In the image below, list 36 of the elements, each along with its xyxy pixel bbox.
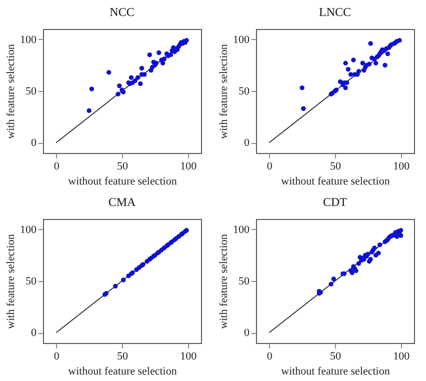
x-tick-label: 0	[54, 160, 60, 172]
chart-title: CMA	[108, 195, 136, 209]
x-tick-label: 100	[393, 350, 410, 362]
chart-title: LNCC	[318, 5, 352, 19]
x-tick-label: 0	[266, 350, 273, 362]
y-tick-label: 50	[26, 86, 37, 98]
y-tick-label: 100	[20, 34, 37, 46]
chart-title: CDT	[323, 195, 348, 209]
x-tick-label: 100	[180, 160, 198, 172]
x-tick-label: 50	[117, 160, 128, 172]
x-tick-label: 100	[393, 160, 410, 172]
x-axis-title: without feature selection	[281, 366, 390, 378]
y-axis-title: with feature selection	[5, 44, 17, 139]
x-tick-label: 50	[330, 160, 342, 172]
y-axis-title: with feature selection	[5, 234, 17, 329]
y-tick-label: 100	[20, 224, 37, 236]
y-tick-label: 0	[31, 327, 37, 340]
x-tick-label: 100	[180, 350, 198, 362]
x-axis-title: without feature selection	[68, 176, 178, 188]
x-tick-label: 50	[117, 350, 128, 362]
x-tick-label: 0	[266, 160, 273, 172]
y-tick-label: 100	[233, 34, 250, 46]
y-axis-title: with feature selection	[218, 44, 230, 139]
y-tick-label: 50	[238, 86, 250, 98]
y-tick-label: 0	[31, 137, 37, 150]
x-tick-label: 50	[330, 350, 342, 362]
y-tick-label: 50	[238, 276, 250, 288]
y-axis-title: with feature selection	[218, 234, 230, 329]
x-tick-label: 0	[54, 350, 60, 362]
y-tick-label: 100	[233, 224, 250, 236]
y-tick-label: 50	[26, 276, 37, 288]
chart-title: NCC	[110, 5, 134, 19]
x-axis-title: without feature selection	[68, 366, 178, 378]
y-tick-label: 0	[244, 137, 250, 150]
y-tick-label: 0	[244, 327, 250, 340]
x-axis-title: without feature selection	[281, 176, 390, 188]
